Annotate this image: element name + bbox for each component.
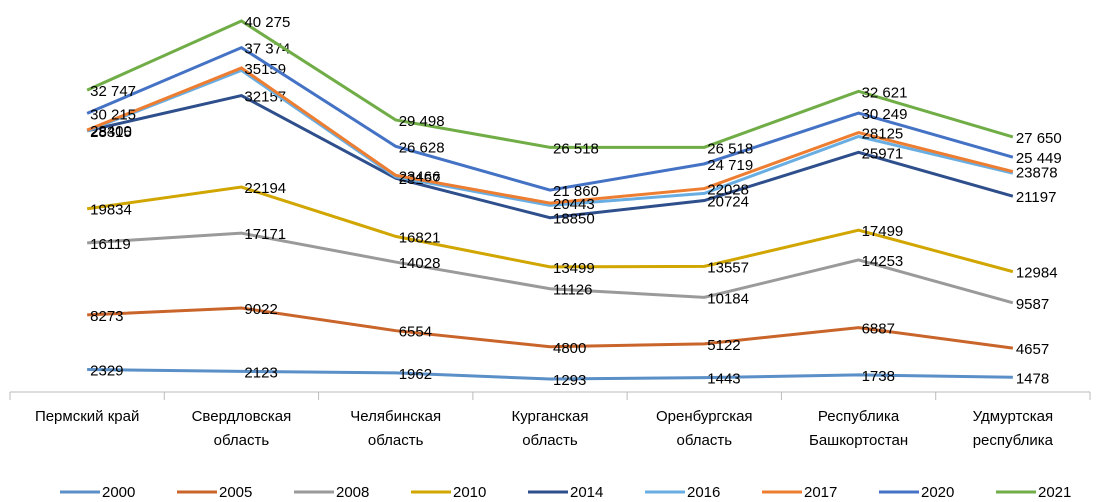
legend-label: 2008 bbox=[336, 484, 369, 501]
legend-label: 2014 bbox=[570, 484, 603, 501]
data-label: 17171 bbox=[244, 226, 286, 243]
series-line bbox=[86, 45, 1014, 192]
data-label: 22028 bbox=[707, 182, 749, 199]
data-label: 21197 bbox=[1016, 189, 1057, 206]
x-tick-label: Республика Башкортостан bbox=[808, 408, 909, 449]
series-line bbox=[86, 93, 1014, 220]
data-label: 23466 bbox=[399, 168, 441, 185]
x-tick-label: Удмуртская республика bbox=[972, 408, 1054, 449]
data-label: 1478 bbox=[1016, 370, 1049, 387]
legend-label: 2021 bbox=[1038, 484, 1071, 501]
data-label: 29 498 bbox=[399, 113, 445, 130]
data-label: 4657 bbox=[1016, 341, 1049, 358]
data-label: 21 860 bbox=[553, 183, 599, 200]
data-label: 24 719 bbox=[707, 157, 753, 174]
data-label: 5122 bbox=[707, 337, 740, 354]
data-label: 13557 bbox=[707, 259, 749, 276]
series-line bbox=[86, 19, 1014, 149]
legend-label: 2016 bbox=[687, 484, 720, 501]
data-label: 9587 bbox=[1016, 296, 1049, 313]
data-label: 28125 bbox=[862, 126, 904, 143]
data-label: 20443 bbox=[553, 196, 595, 213]
data-label: 30 249 bbox=[862, 106, 908, 123]
data-label: 27 650 bbox=[1016, 130, 1062, 147]
data-label: 6554 bbox=[399, 324, 432, 341]
x-tick-label: Курганская область bbox=[511, 408, 589, 449]
data-label: 26 518 bbox=[553, 140, 599, 157]
data-label: 28315 bbox=[90, 124, 132, 141]
series-line bbox=[86, 68, 1014, 207]
x-tick-label: Свердловская область bbox=[191, 408, 292, 449]
series-line bbox=[87, 306, 1014, 350]
x-tick-label: Пермский край bbox=[34, 408, 140, 425]
data-label: 23878 bbox=[1016, 165, 1058, 182]
data-label: 1443 bbox=[707, 371, 740, 388]
data-label: 22194 bbox=[244, 180, 286, 197]
data-label: 2329 bbox=[90, 362, 123, 379]
data-label: 26 628 bbox=[399, 139, 445, 156]
series-line bbox=[87, 367, 1013, 381]
data-label: 9022 bbox=[244, 301, 277, 318]
data-label: 11126 bbox=[553, 282, 593, 299]
data-label: 14028 bbox=[399, 255, 441, 272]
data-label: 30 215 bbox=[90, 106, 136, 123]
data-label: 17499 bbox=[862, 223, 904, 240]
data-label: 32 621 bbox=[862, 84, 908, 101]
legend-label: 2020 bbox=[921, 484, 954, 501]
data-label: 26 518 bbox=[707, 140, 753, 157]
data-label: 4800 bbox=[553, 340, 586, 357]
data-label: 12984 bbox=[1016, 265, 1058, 282]
data-label: 1293 bbox=[553, 372, 586, 389]
legend-label: 2000 bbox=[102, 484, 135, 501]
data-label: 8273 bbox=[90, 308, 123, 325]
data-label: 35159 bbox=[244, 61, 286, 78]
legend-label: 2005 bbox=[219, 484, 252, 501]
data-label: 25971 bbox=[862, 145, 904, 162]
data-label: 13499 bbox=[553, 260, 595, 277]
data-label: 14253 bbox=[862, 253, 904, 270]
data-label: 25 449 bbox=[1016, 150, 1062, 167]
data-label: 20724 bbox=[707, 194, 749, 211]
data-label: 16119 bbox=[90, 236, 131, 253]
data-label: 16821 bbox=[399, 229, 441, 246]
data-label: 1962 bbox=[399, 366, 432, 383]
data-label: 18850 bbox=[553, 211, 595, 228]
x-tick-label: Оренбургская область bbox=[655, 408, 753, 449]
series-line bbox=[87, 231, 1014, 305]
data-label: 28400 bbox=[90, 123, 132, 140]
data-label: 32 747 bbox=[90, 83, 136, 100]
data-label: 40 275 bbox=[244, 14, 290, 31]
x-tick-label: Челябинская область bbox=[350, 408, 442, 449]
data-label: 1738 bbox=[862, 368, 895, 385]
legend-label: 2017 bbox=[804, 484, 837, 501]
data-label: 10184 bbox=[707, 290, 749, 307]
series-line bbox=[86, 185, 1014, 274]
data-label: 2123 bbox=[244, 364, 277, 381]
series-line bbox=[86, 66, 1014, 205]
legend-label: 2010 bbox=[453, 484, 486, 501]
data-label: 6887 bbox=[862, 321, 895, 338]
data-label: 19834 bbox=[90, 202, 132, 219]
